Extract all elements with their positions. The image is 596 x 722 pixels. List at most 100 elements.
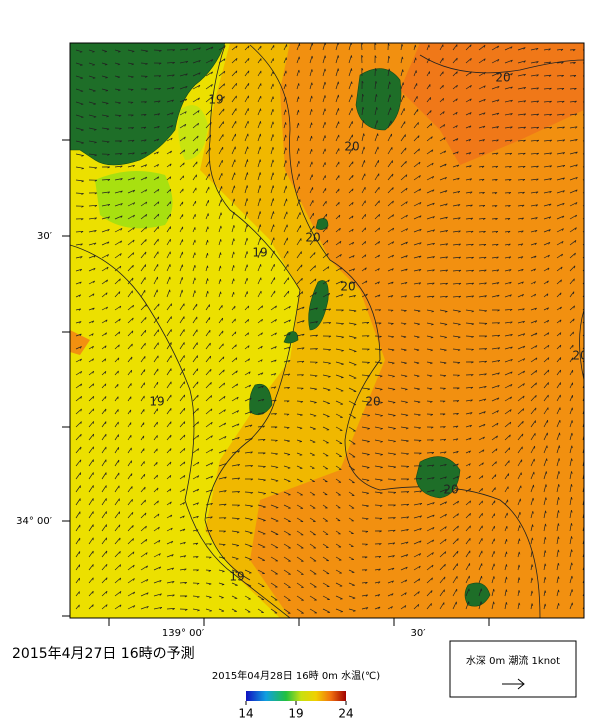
arrow <box>114 498 120 506</box>
arrow <box>517 308 525 311</box>
arrow <box>387 214 395 220</box>
arrow <box>114 88 121 92</box>
arrow <box>361 186 366 194</box>
arrow <box>504 538 508 545</box>
arrow <box>426 361 433 365</box>
arrow <box>127 227 135 233</box>
arrow <box>179 595 188 598</box>
arrow <box>465 191 473 194</box>
arrow <box>491 269 500 272</box>
arrow <box>504 589 508 597</box>
arrow <box>556 139 566 142</box>
arrow <box>426 149 434 155</box>
arrow <box>296 333 305 337</box>
arrow <box>296 556 304 562</box>
arrow <box>556 100 565 103</box>
arrow <box>75 433 82 441</box>
arrow <box>244 608 251 613</box>
arrow <box>244 569 252 574</box>
arrow <box>400 214 408 220</box>
arrow <box>179 394 186 402</box>
arrow <box>491 347 501 350</box>
arrow <box>179 421 186 428</box>
arrow <box>127 564 135 571</box>
arrow <box>153 553 161 558</box>
arrow <box>179 488 186 493</box>
arrow <box>218 530 226 533</box>
arrow <box>166 99 174 103</box>
arrow <box>491 487 496 493</box>
arrow <box>296 569 304 575</box>
arrow <box>439 309 448 313</box>
arrow <box>205 84 213 90</box>
arrow <box>556 576 560 584</box>
arrow <box>413 201 422 207</box>
arrow <box>439 602 445 610</box>
arrow <box>348 400 357 406</box>
arrow <box>478 348 488 351</box>
arrow <box>556 603 560 610</box>
arrow <box>556 549 560 558</box>
arrow <box>257 543 266 548</box>
arrow <box>257 412 265 415</box>
arrow <box>322 504 328 509</box>
arrow <box>75 205 84 208</box>
arrow <box>478 85 486 90</box>
arrow <box>361 120 365 129</box>
arrow <box>205 239 209 246</box>
arrow <box>543 445 548 454</box>
arrow <box>530 471 535 480</box>
arrow <box>296 400 304 403</box>
arrow <box>88 192 98 195</box>
arrow <box>140 461 145 467</box>
arrow <box>361 400 371 404</box>
arrow <box>543 74 552 77</box>
arrow <box>101 279 109 285</box>
arrow <box>296 291 304 298</box>
arrow <box>361 133 365 142</box>
arrow <box>309 426 316 430</box>
arrow <box>114 370 119 376</box>
arrow <box>218 199 223 207</box>
arrow <box>374 335 382 338</box>
arrow <box>361 335 370 338</box>
arrow <box>309 122 313 129</box>
arrow <box>309 135 313 142</box>
arrow <box>491 179 498 182</box>
arrow <box>231 504 240 507</box>
arrow <box>426 309 435 313</box>
arrow <box>530 126 540 129</box>
arrow <box>244 237 248 246</box>
arrow <box>166 567 175 571</box>
arrow <box>374 413 383 417</box>
arrow <box>88 345 94 350</box>
arrow <box>283 387 290 390</box>
arrow <box>517 485 522 493</box>
arrow <box>75 564 81 571</box>
arrow <box>556 419 561 428</box>
arrow <box>426 374 433 377</box>
arrow <box>413 44 417 51</box>
arrow <box>205 59 214 64</box>
contour-label: 20 <box>365 395 380 409</box>
arrow <box>400 541 409 545</box>
arrow <box>361 227 367 233</box>
arrow <box>543 126 553 129</box>
arrow <box>504 346 513 350</box>
arrow <box>166 137 173 142</box>
arrow <box>270 58 274 64</box>
arrow <box>270 595 278 601</box>
arrow <box>244 70 250 77</box>
contour-label: 20 <box>344 140 359 154</box>
arrow <box>439 256 449 259</box>
arrow <box>153 163 159 168</box>
arrow <box>387 529 396 532</box>
arrow <box>439 413 446 416</box>
arrow <box>504 460 510 467</box>
arrow <box>439 589 445 597</box>
arrow <box>218 476 227 480</box>
arrow <box>491 513 495 519</box>
arrow <box>270 491 279 496</box>
arrow <box>439 526 447 532</box>
arrow <box>127 101 134 104</box>
